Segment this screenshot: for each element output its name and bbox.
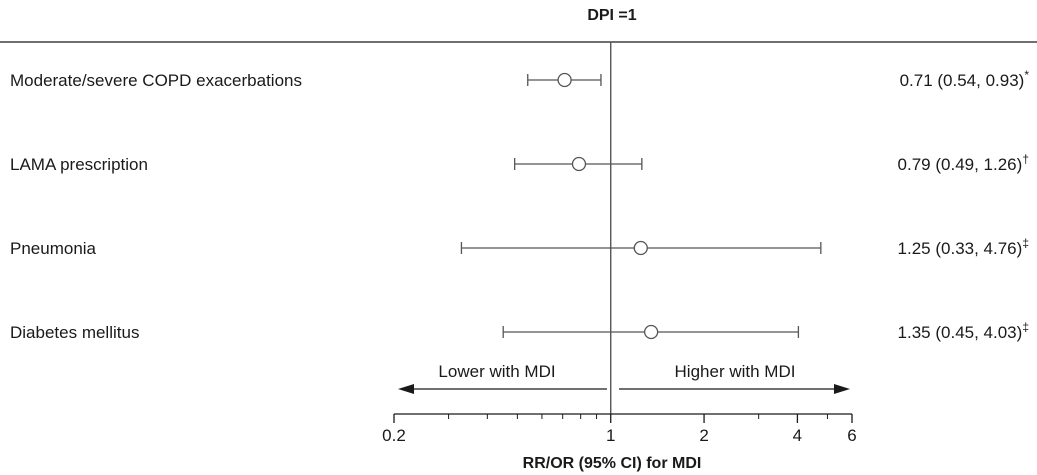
chart-title: DPI =1 [587,7,636,24]
point-estimate [633,240,648,256]
ci-footnote-mark: † [1022,152,1029,166]
forest-row-4: Diabetes mellitus 1.35 (0.45, 4.03)‡ [10,320,1029,342]
right-arrow-label: Higher with MDI [675,362,796,381]
ci-value: 0.71 (0.54, 0.93) [900,71,1025,90]
point-estimate [571,156,587,172]
ci-value: 1.25 (0.33, 4.76) [898,239,1023,258]
rows-layer: Moderate/severe COPD exacerbations 0.71 (… [10,42,1029,414]
ci-text: 0.79 (0.49, 1.26)† [898,152,1029,174]
right-arrow-head [834,384,850,394]
row-label: Moderate/severe COPD exacerbations [10,71,302,90]
left-arrow-head [398,384,414,394]
forest-row-2: LAMA prescription 0.79 (0.49, 1.26)† [10,152,1029,174]
x-tick-label: 6 [847,426,856,445]
x-tick-label: 1 [606,426,615,445]
ci-text: 0.71 (0.54, 0.93)* [900,68,1030,90]
ci-value: 0.79 (0.49, 1.26) [898,155,1023,174]
point-estimate [557,72,572,88]
left-arrow-label: Lower with MDI [438,362,555,381]
ci-text: 1.25 (0.33, 4.76)‡ [898,236,1029,258]
ci-footnote-mark: ‡ [1022,320,1029,334]
row-label: Pneumonia [10,239,97,258]
x-tick-label: 4 [793,426,802,445]
forest-row-3: Pneumonia 1.25 (0.33, 4.76)‡ [10,236,1029,258]
ci-text: 1.35 (0.45, 4.03)‡ [898,320,1029,342]
x-tick-label: 2 [699,426,708,445]
ci-value: 1.35 (0.45, 4.03) [898,323,1023,342]
x-tick-label: 0.2 [382,426,406,445]
ci-footnote-mark: ‡ [1022,236,1029,250]
x-axis: 0.2 1 2 4 6 [382,413,857,445]
point-estimate [643,324,659,340]
x-axis-label: RR/OR (95% CI) for MDI [523,455,702,472]
forest-row-1: Moderate/severe COPD exacerbations 0.71 (… [10,68,1029,90]
ci-footnote-mark: * [1024,68,1029,82]
row-label: LAMA prescription [10,155,148,174]
row-label: Diabetes mellitus [10,323,139,342]
